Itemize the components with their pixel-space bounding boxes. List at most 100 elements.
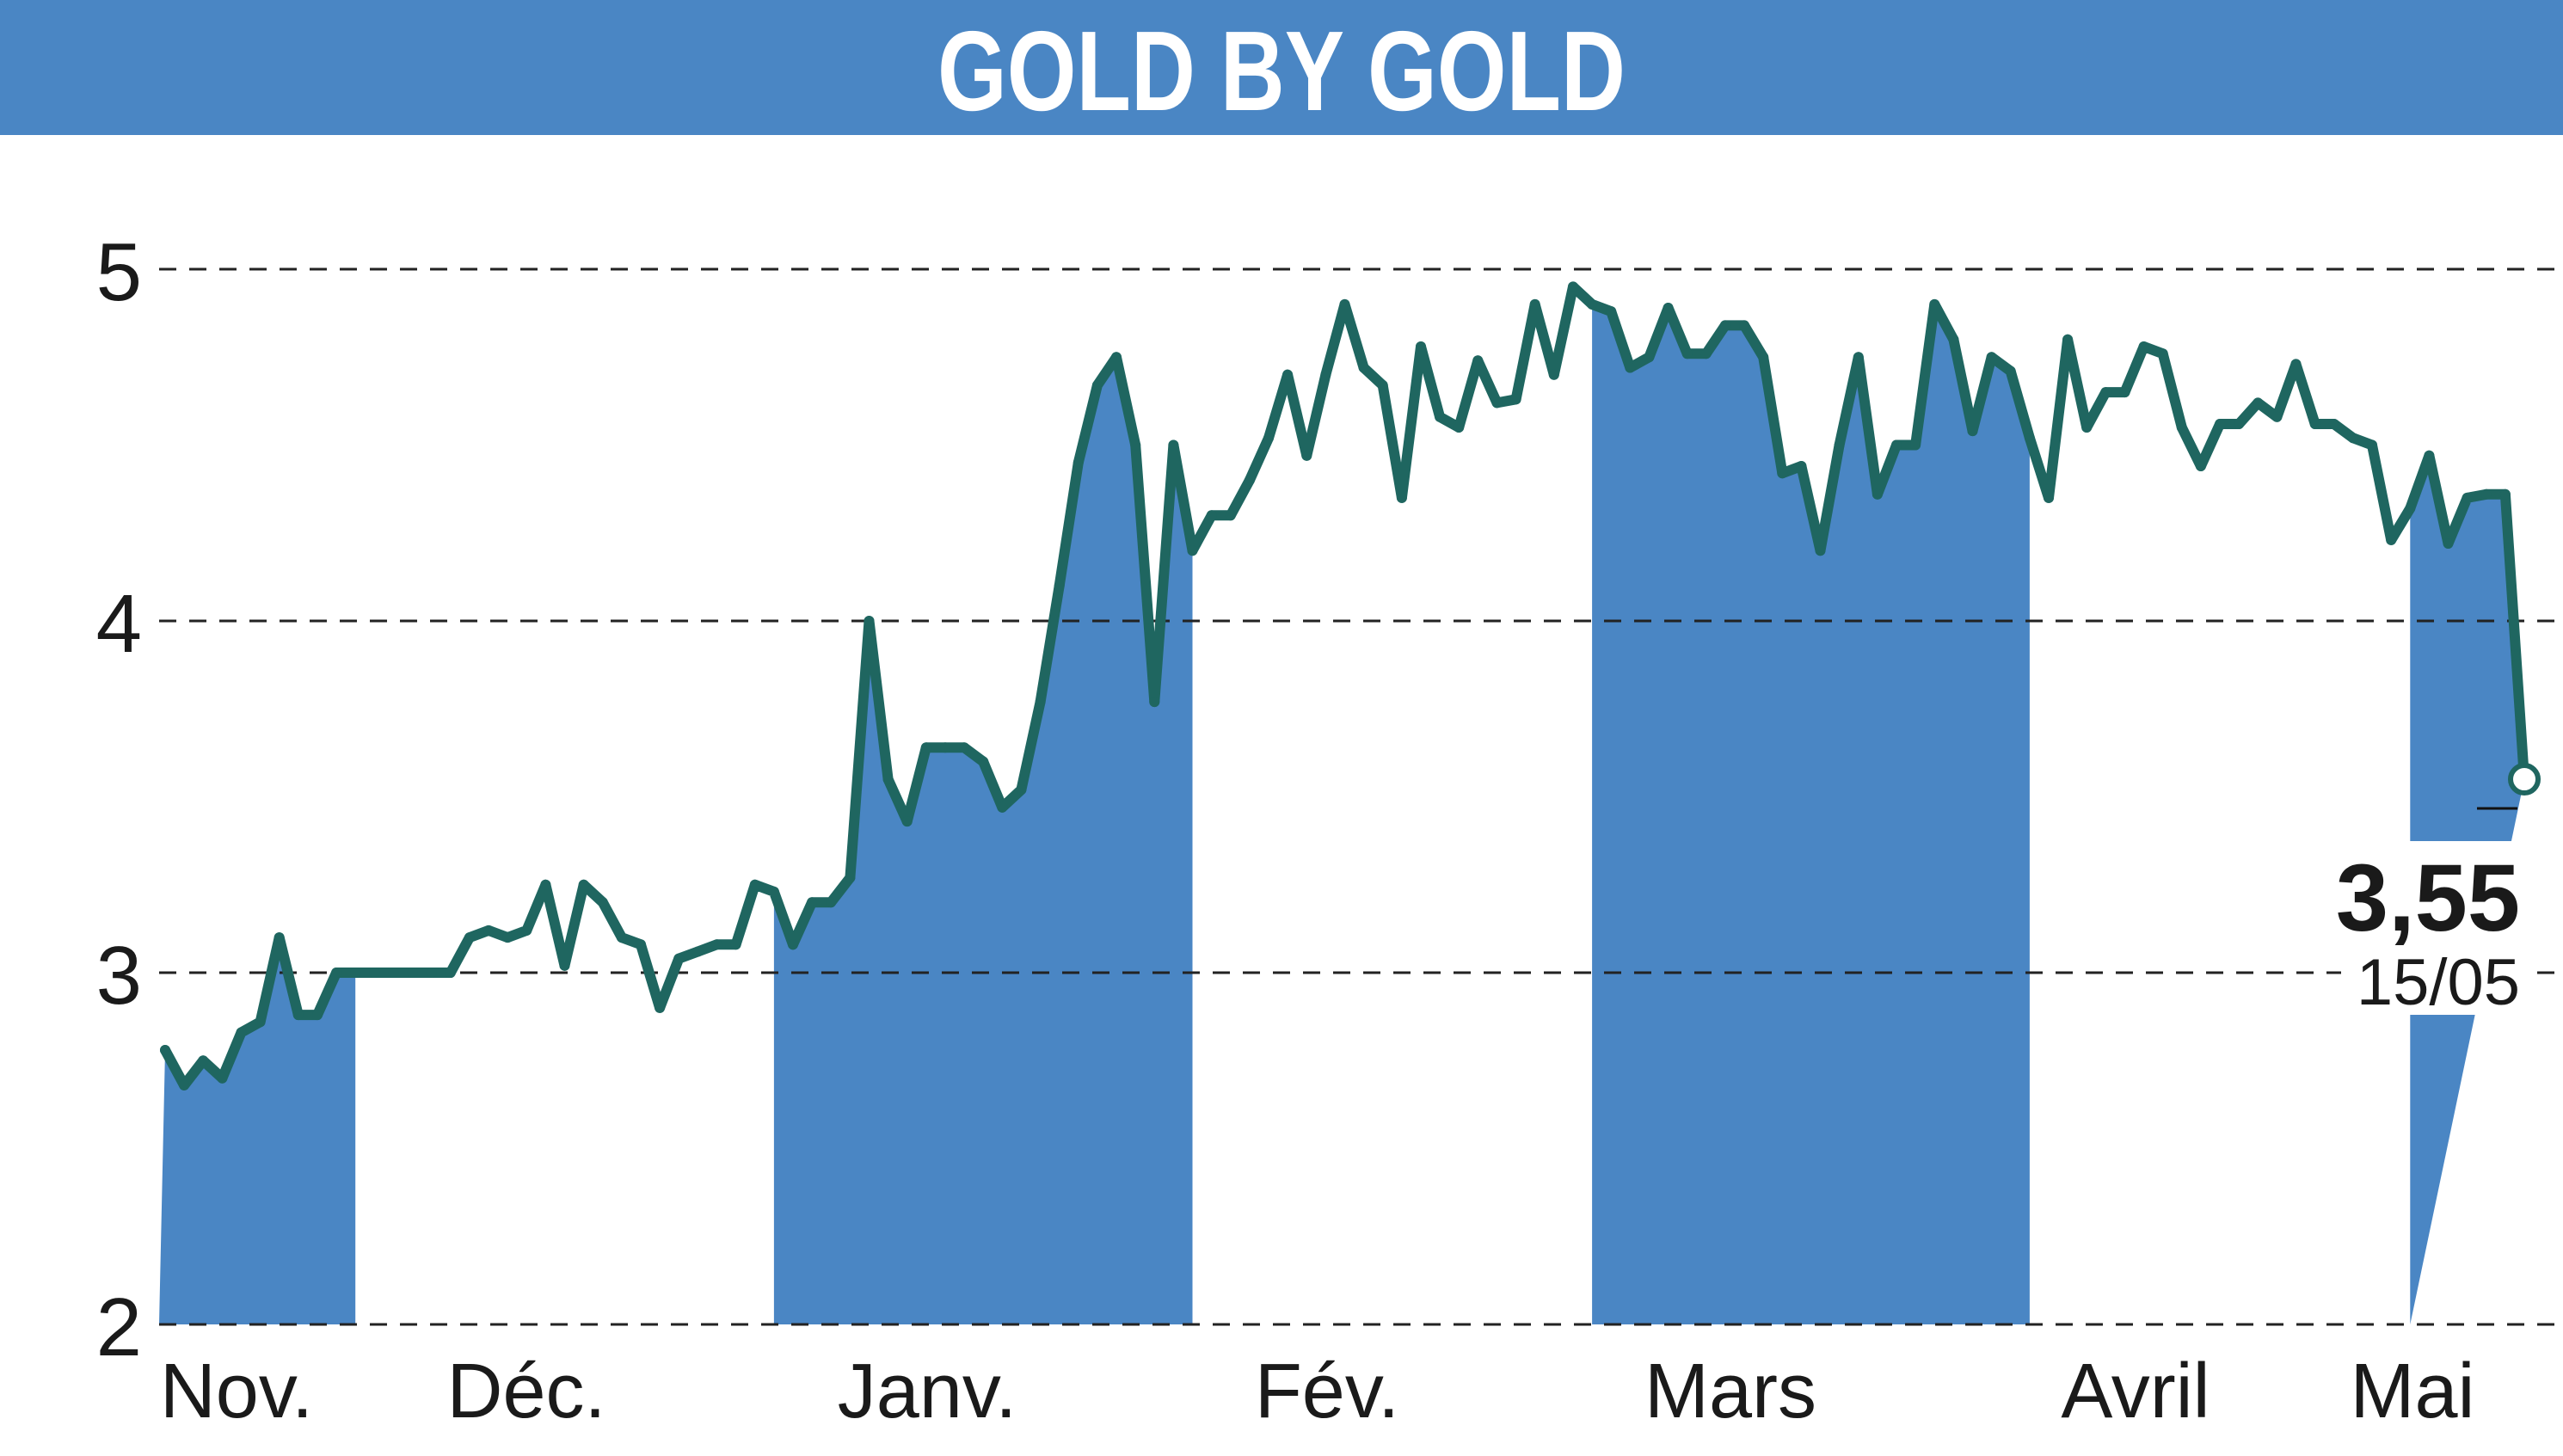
- data-point: [1967, 426, 1978, 437]
- data-point: [1872, 488, 1883, 500]
- data-point: [2044, 492, 2054, 503]
- data-point: [1719, 320, 1730, 331]
- data-point: [483, 925, 495, 936]
- data-point: [997, 802, 1008, 813]
- data-point: [2176, 422, 2187, 433]
- data-point: [1396, 492, 1407, 503]
- month-band-mars: [1592, 304, 2030, 1324]
- data-point: [655, 1002, 666, 1013]
- data-point: [1929, 298, 1940, 310]
- data-point: [160, 1045, 170, 1055]
- data-point: [369, 968, 380, 978]
- data-point: [464, 932, 475, 943]
- data-point: [2499, 488, 2511, 500]
- data-point: [882, 774, 894, 785]
- data-point: [2081, 422, 2093, 433]
- data-point: [2462, 492, 2473, 503]
- data-point: [864, 616, 875, 626]
- month-band-janv: [773, 357, 1193, 1324]
- data-point: [1758, 352, 1769, 363]
- data-point: [1815, 545, 1826, 556]
- data-point: [1091, 380, 1103, 390]
- data-point: [1035, 697, 1046, 708]
- data-point: [1625, 362, 1636, 373]
- data-point: [2253, 397, 2264, 409]
- data-point: [1529, 298, 1540, 310]
- data-point: [1111, 352, 1122, 363]
- data-point: [255, 1017, 266, 1028]
- data-point: [236, 1027, 247, 1038]
- data-point: [407, 968, 418, 978]
- data-point: [1454, 422, 1465, 433]
- data-point: [1054, 581, 1065, 592]
- data-point: [1435, 411, 1446, 422]
- data-point: [2405, 503, 2416, 514]
- data-point: [1834, 439, 1845, 451]
- data-point: [2424, 450, 2435, 461]
- data-point: [292, 1010, 304, 1021]
- data-point: [730, 939, 741, 950]
- data-point: [1225, 510, 1236, 521]
- data-point: [1606, 306, 1617, 317]
- data-point: [578, 879, 589, 890]
- data-point: [1301, 450, 1312, 461]
- data-point: [2234, 419, 2245, 429]
- data-point: [1739, 320, 1749, 331]
- x-tick-label-6: Mai: [2350, 1348, 2474, 1434]
- data-point: [2480, 488, 2492, 500]
- data-point: [1644, 352, 1655, 363]
- data-point: [2367, 439, 2377, 451]
- data-point: [1663, 303, 1674, 313]
- data-point: [1986, 352, 1997, 363]
- y-tick-label-4: 4: [96, 578, 142, 670]
- data-point: [1681, 348, 1693, 359]
- data-point: [2215, 419, 2226, 429]
- last-value-label: 3,55: [2336, 845, 2520, 951]
- x-tick-label-3: Fév.: [1255, 1348, 1399, 1434]
- data-point: [2443, 538, 2454, 549]
- data-point: [2271, 411, 2283, 422]
- data-point: [2157, 348, 2168, 359]
- data-point: [826, 897, 837, 908]
- data-point: [2062, 334, 2074, 345]
- data-point: [1700, 348, 1712, 359]
- data-point: [940, 742, 950, 753]
- data-point: [521, 925, 532, 936]
- data-point: [978, 756, 989, 767]
- data-point: [711, 939, 722, 950]
- data-point: [1149, 697, 1160, 708]
- data-point: [901, 816, 913, 827]
- data-point: [540, 879, 551, 890]
- data-point: [2309, 419, 2320, 429]
- data-point: [749, 879, 760, 890]
- data-point: [388, 968, 399, 978]
- data-point: [1568, 281, 1578, 292]
- data-point: [2328, 419, 2339, 429]
- data-point: [2290, 359, 2302, 370]
- data-point: [959, 742, 970, 753]
- data-point: [1244, 475, 1255, 486]
- x-tick-label-5: Avril: [2061, 1348, 2210, 1434]
- chart-title: GOLD BY GOLD: [937, 8, 1626, 134]
- data-point: [1263, 433, 1274, 444]
- data-point: [2386, 534, 2397, 545]
- data-point: [616, 932, 627, 943]
- data-point: [2100, 387, 2111, 398]
- data-point: [1948, 334, 1959, 345]
- data-point: [1320, 369, 1331, 380]
- y-tick-label-2: 2: [96, 1281, 142, 1373]
- x-tick-label-1: Déc.: [446, 1348, 605, 1434]
- month-band-nov: [159, 937, 356, 1324]
- data-point: [2024, 433, 2035, 444]
- data-point: [807, 897, 818, 908]
- data-point: [1777, 468, 1788, 479]
- data-point: [920, 742, 931, 753]
- data-point: [2195, 461, 2206, 471]
- y-tick-label-3: 3: [96, 930, 142, 1022]
- data-point: [1339, 298, 1350, 310]
- data-point: [2005, 366, 2016, 377]
- data-point: [179, 1079, 190, 1090]
- data-point: [1472, 355, 1484, 366]
- data-point: [788, 939, 798, 950]
- data-point: [502, 932, 513, 943]
